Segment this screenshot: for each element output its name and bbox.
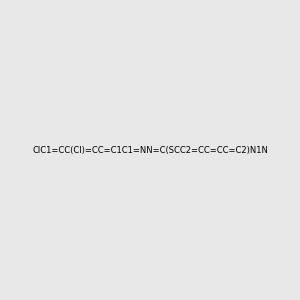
Text: ClC1=CC(Cl)=CC=C1C1=NN=C(SCC2=CC=CC=C2)N1N: ClC1=CC(Cl)=CC=C1C1=NN=C(SCC2=CC=CC=C2)N… <box>32 146 268 154</box>
